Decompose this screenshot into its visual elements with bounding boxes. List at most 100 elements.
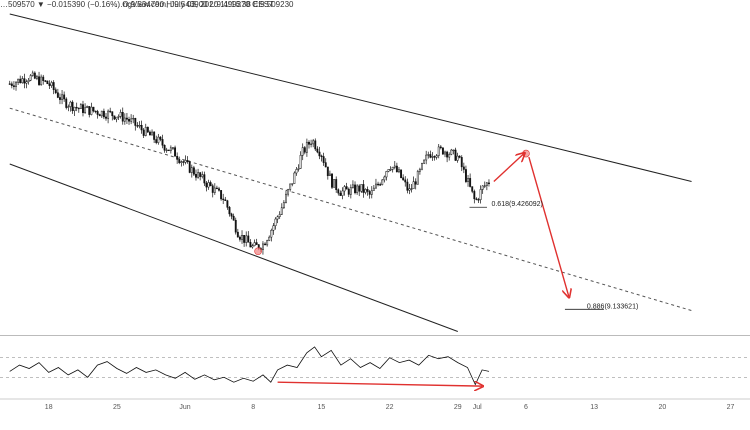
candle[interactable] xyxy=(458,155,461,159)
candle[interactable] xyxy=(213,183,216,195)
candle[interactable] xyxy=(287,188,290,197)
candle[interactable] xyxy=(192,165,195,176)
candle[interactable] xyxy=(301,143,304,161)
candle[interactable] xyxy=(174,145,177,157)
candle[interactable] xyxy=(146,126,149,134)
candle[interactable] xyxy=(274,217,277,230)
candle[interactable] xyxy=(488,179,490,187)
candle[interactable] xyxy=(12,81,15,90)
candle[interactable] xyxy=(238,235,241,242)
candle[interactable] xyxy=(182,160,185,166)
oscillator-pane[interactable] xyxy=(0,346,750,386)
candle[interactable] xyxy=(460,155,463,172)
projection-arrow-1[interactable] xyxy=(493,154,524,182)
candle[interactable] xyxy=(184,155,187,165)
candle[interactable] xyxy=(379,182,382,186)
candle[interactable] xyxy=(446,150,449,163)
candle[interactable] xyxy=(98,113,101,117)
candle[interactable] xyxy=(255,238,258,245)
candle[interactable] xyxy=(211,183,214,198)
candle[interactable] xyxy=(209,180,212,187)
candle[interactable] xyxy=(121,107,124,125)
candle[interactable] xyxy=(56,88,59,99)
candle[interactable] xyxy=(236,228,239,238)
oscillator-line[interactable] xyxy=(9,346,490,386)
candle[interactable] xyxy=(226,199,229,210)
candle[interactable] xyxy=(90,102,93,116)
candle[interactable] xyxy=(54,87,57,95)
candle[interactable] xyxy=(46,80,49,85)
candle[interactable] xyxy=(92,106,95,113)
candle[interactable] xyxy=(75,102,78,112)
candle[interactable] xyxy=(50,80,53,88)
candle[interactable] xyxy=(247,231,250,243)
candle[interactable] xyxy=(155,135,158,145)
candle[interactable] xyxy=(400,169,403,179)
candle[interactable] xyxy=(140,120,143,134)
candle[interactable] xyxy=(69,100,72,112)
candle[interactable] xyxy=(195,169,197,181)
candle[interactable] xyxy=(410,184,413,193)
candle[interactable] xyxy=(418,167,421,175)
candle[interactable] xyxy=(485,181,488,191)
candle[interactable] xyxy=(285,190,287,204)
candle[interactable] xyxy=(52,80,55,95)
candle[interactable] xyxy=(349,184,352,199)
candle[interactable] xyxy=(408,183,411,195)
candle[interactable] xyxy=(383,175,386,183)
candle[interactable] xyxy=(351,180,354,189)
candle[interactable] xyxy=(117,114,120,120)
candle[interactable] xyxy=(469,173,472,188)
candle[interactable] xyxy=(215,185,218,190)
candle[interactable] xyxy=(324,158,327,168)
candle[interactable] xyxy=(381,179,384,186)
candle[interactable] xyxy=(393,161,396,170)
candle[interactable] xyxy=(454,147,457,162)
candle[interactable] xyxy=(337,188,340,196)
candle[interactable] xyxy=(289,183,292,192)
candle[interactable] xyxy=(370,186,373,199)
candle[interactable] xyxy=(88,106,91,118)
candle[interactable] xyxy=(462,162,465,174)
candle[interactable] xyxy=(44,79,47,83)
candle[interactable] xyxy=(167,149,170,152)
candle[interactable] xyxy=(96,109,99,119)
candle[interactable] xyxy=(303,145,306,155)
candle[interactable] xyxy=(199,171,202,181)
candle[interactable] xyxy=(299,151,302,169)
candle[interactable] xyxy=(86,105,89,109)
candle[interactable] xyxy=(358,184,361,197)
candle[interactable] xyxy=(433,155,436,161)
candle[interactable] xyxy=(270,228,273,242)
candle[interactable] xyxy=(297,164,300,172)
candle[interactable] xyxy=(395,162,398,173)
candle[interactable] xyxy=(144,123,147,137)
candle[interactable] xyxy=(253,239,256,247)
candle[interactable] xyxy=(276,215,279,224)
candle[interactable] xyxy=(123,113,126,125)
candle[interactable] xyxy=(115,116,118,123)
candle[interactable] xyxy=(320,154,323,162)
candle[interactable] xyxy=(385,170,388,181)
candle[interactable] xyxy=(368,189,371,199)
candle[interactable] xyxy=(105,112,107,121)
candle[interactable] xyxy=(427,151,430,159)
candle[interactable] xyxy=(439,145,442,150)
candle[interactable] xyxy=(25,79,28,89)
candle[interactable] xyxy=(136,122,139,128)
candle[interactable] xyxy=(312,138,315,148)
candle[interactable] xyxy=(10,81,13,89)
candle[interactable] xyxy=(423,159,426,164)
channel-mid-line[interactable] xyxy=(9,107,692,312)
candle[interactable] xyxy=(444,150,446,158)
candle[interactable] xyxy=(364,188,367,195)
candle[interactable] xyxy=(343,184,346,196)
candle[interactable] xyxy=(178,156,181,165)
candle[interactable] xyxy=(347,187,350,198)
candle[interactable] xyxy=(220,190,223,201)
candle[interactable] xyxy=(291,183,294,187)
candle[interactable] xyxy=(467,174,469,187)
candle[interactable] xyxy=(59,93,61,105)
candle[interactable] xyxy=(15,80,17,91)
candle[interactable] xyxy=(251,243,254,249)
